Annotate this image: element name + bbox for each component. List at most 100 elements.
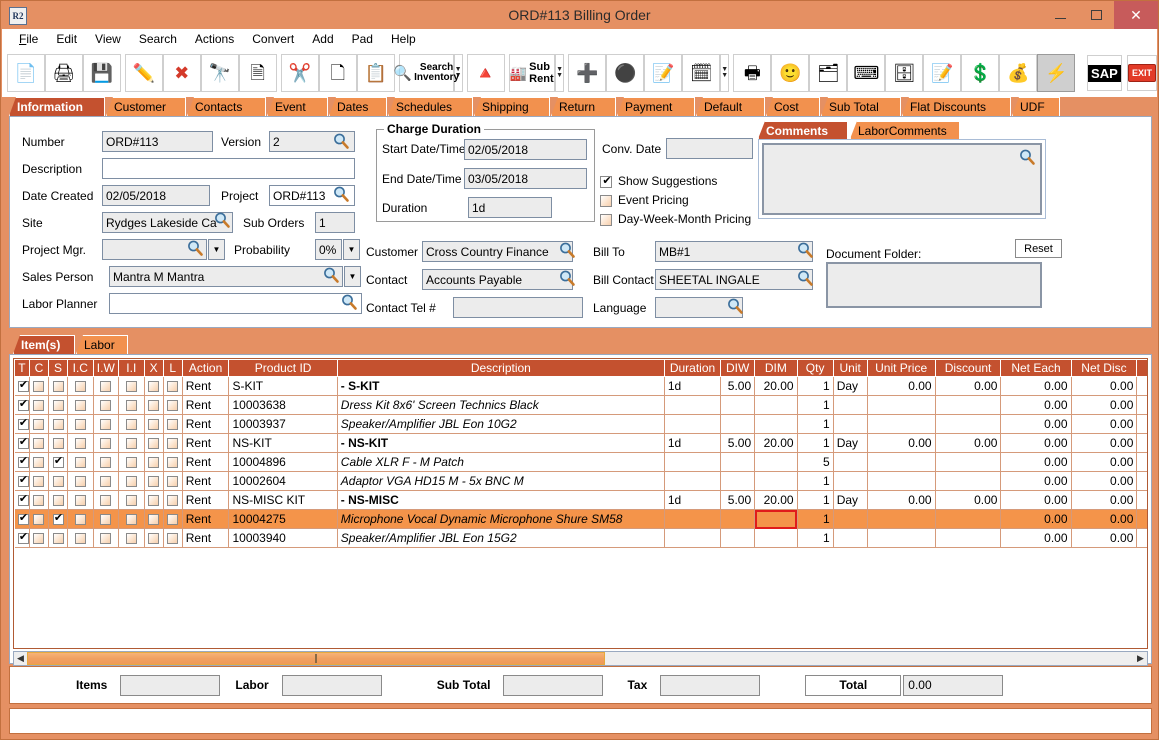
- cell-unit-price[interactable]: [867, 509, 936, 529]
- cell-duration[interactable]: 1d: [664, 433, 722, 453]
- tab-shipping[interactable]: Shipping: [474, 97, 550, 116]
- cell-unit[interactable]: [833, 395, 868, 415]
- cell-description[interactable]: - S-KIT: [337, 376, 665, 396]
- cell-diw[interactable]: [720, 471, 756, 491]
- cell-check-c[interactable]: [29, 433, 49, 453]
- labor-planner-field[interactable]: [109, 293, 362, 314]
- cell-net-disc[interactable]: 0.00: [1071, 376, 1138, 396]
- cut-button[interactable]: ✂️: [280, 54, 319, 92]
- maximize-button[interactable]: [1078, 1, 1114, 29]
- scroll-left-arrow-icon[interactable]: ◀: [17, 653, 24, 663]
- cell-discount[interactable]: [935, 395, 1002, 415]
- cell-net-each[interactable]: 0.00: [1000, 376, 1072, 396]
- cell-net-disc[interactable]: 0.00: [1071, 490, 1138, 510]
- delete-button[interactable]: ✖: [162, 54, 201, 92]
- col-header-net-each[interactable]: Net Each: [1000, 359, 1072, 377]
- cell-description[interactable]: Adaptor VGA HD15 M - 5x BNC M: [337, 471, 665, 491]
- history-button[interactable]: 🗂: [809, 54, 848, 92]
- checkbox-ic-icon[interactable]: [74, 457, 86, 469]
- description-field[interactable]: [102, 158, 355, 179]
- cell-qty[interactable]: 1: [797, 528, 834, 548]
- invoice-button[interactable]: 💰: [999, 54, 1038, 92]
- cell-dim[interactable]: [754, 414, 798, 434]
- bill-to-search-icon[interactable]: [796, 241, 813, 258]
- cell-check-ii[interactable]: [118, 509, 145, 529]
- scroll-right-arrow-icon[interactable]: ▶: [1137, 653, 1144, 663]
- checkbox-ii-icon[interactable]: [125, 457, 137, 469]
- cell-diw[interactable]: 5.00: [720, 433, 756, 453]
- cell-discount[interactable]: [935, 414, 1002, 434]
- col-header-s[interactable]: S: [47, 359, 69, 377]
- cell-diw[interactable]: [720, 528, 756, 548]
- checkbox-iw-icon[interactable]: [100, 457, 112, 469]
- cell-check-iw[interactable]: [93, 414, 120, 434]
- cell-description[interactable]: Speaker/Amplifier JBL Eon 10G2: [337, 414, 665, 434]
- cell-description[interactable]: - NS-KIT: [337, 433, 665, 453]
- checkbox-iw-icon[interactable]: [100, 438, 112, 450]
- cell-check-l[interactable]: [163, 509, 183, 529]
- checkbox-l-icon[interactable]: [167, 476, 179, 488]
- cell-check-s[interactable]: [48, 414, 69, 434]
- checkbox-ii-icon[interactable]: [125, 476, 137, 488]
- cell-check-iw[interactable]: [93, 376, 120, 396]
- probability-field[interactable]: 0%: [315, 239, 342, 260]
- customer-search-icon[interactable]: [558, 241, 575, 258]
- col-header-dim[interactable]: DIM: [754, 359, 798, 377]
- checkbox-t-icon[interactable]: [17, 492, 29, 507]
- contact-field[interactable]: Accounts Payable: [422, 269, 573, 290]
- probability-dropdown[interactable]: ▼: [343, 239, 360, 260]
- print-button[interactable]: 🖨: [44, 54, 83, 92]
- cell-check-l[interactable]: [163, 471, 183, 491]
- sub-rent-dropdown[interactable]: ▼ ▼: [555, 54, 565, 92]
- project-mgr-field[interactable]: [102, 239, 207, 260]
- checkbox-iw-icon[interactable]: [100, 476, 112, 488]
- checkbox-t-icon[interactable]: [17, 530, 29, 545]
- cell-diw[interactable]: 5.00: [720, 376, 756, 396]
- cell-dim[interactable]: [754, 528, 798, 548]
- sales-person-field[interactable]: Mantra M Mantra: [109, 266, 343, 287]
- cell-diw[interactable]: 5.00: [720, 490, 756, 510]
- cell-unit[interactable]: [833, 471, 868, 491]
- checkbox-t-icon[interactable]: [17, 378, 29, 393]
- menu-item-pad[interactable]: Pad: [351, 32, 373, 46]
- checkbox-s-icon[interactable]: [52, 419, 64, 431]
- checkbox-c-icon[interactable]: [33, 495, 45, 507]
- cell-unit[interactable]: [833, 509, 868, 529]
- cell-check-x[interactable]: [144, 452, 164, 472]
- cell-check-l[interactable]: [163, 433, 183, 453]
- checkbox-x-icon[interactable]: [148, 457, 160, 469]
- col-header-c[interactable]: C: [28, 359, 49, 377]
- cell-unit-price[interactable]: [867, 528, 936, 548]
- cell-check-t[interactable]: [14, 376, 30, 396]
- cell-dim[interactable]: [754, 395, 798, 415]
- cell-description[interactable]: Cable XLR F - M Patch: [337, 452, 665, 472]
- checkbox-l-icon[interactable]: [167, 381, 179, 393]
- cell-duration[interactable]: 1d: [664, 490, 722, 510]
- cell-duration[interactable]: [664, 395, 722, 415]
- cell-check-c[interactable]: [29, 509, 49, 529]
- col-header-t[interactable]: T: [14, 359, 30, 377]
- cell-discount[interactable]: [935, 509, 1002, 529]
- tab-customer[interactable]: Customer: [106, 97, 186, 116]
- checkbox-l-icon[interactable]: [167, 457, 179, 469]
- checkbox-s-icon[interactable]: [52, 438, 64, 450]
- col-header-amount[interactable]: Amount: [1136, 359, 1147, 377]
- conv-date-field[interactable]: [666, 138, 753, 159]
- checkbox-ii-icon[interactable]: [125, 514, 137, 526]
- cell-action[interactable]: Rent: [182, 414, 230, 434]
- checkbox-x-icon[interactable]: [148, 419, 160, 431]
- cell-check-ic[interactable]: [67, 395, 94, 415]
- menu-item-actions[interactable]: Actions: [194, 32, 235, 46]
- cell-amount[interactable]: 0.0: [1136, 490, 1147, 510]
- cell-check-s[interactable]: [48, 376, 69, 396]
- tab-event[interactable]: Event: [267, 97, 328, 116]
- search-inventory-dropdown[interactable]: ▼ ▼: [453, 54, 463, 92]
- cell-check-s[interactable]: [48, 433, 69, 453]
- cell-duration[interactable]: [664, 414, 722, 434]
- bill-contact-search-icon[interactable]: [796, 269, 813, 286]
- find-button[interactable]: 🔭: [200, 54, 239, 92]
- cell-check-x[interactable]: [144, 509, 164, 529]
